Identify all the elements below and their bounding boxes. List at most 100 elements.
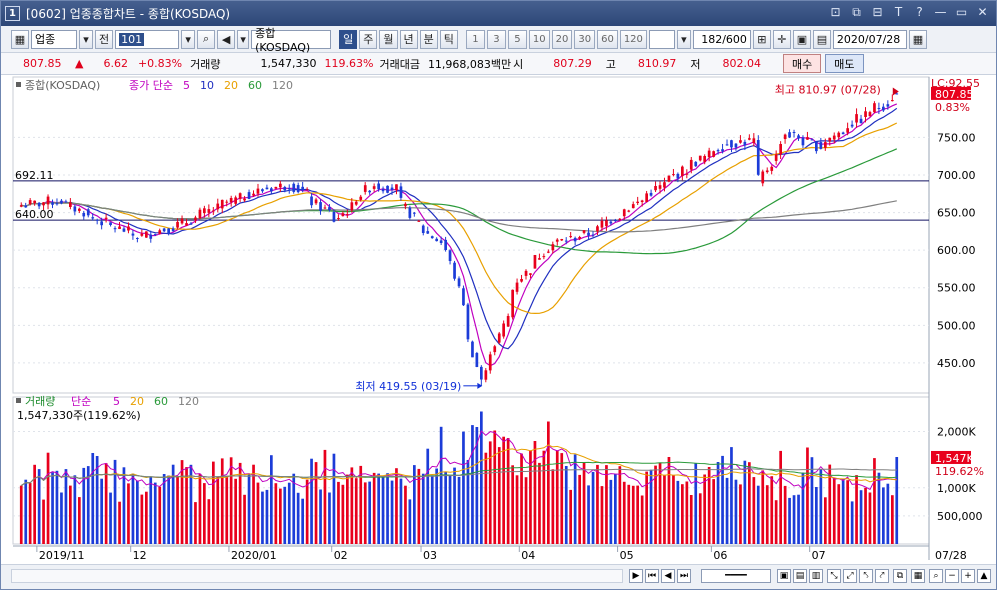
volume-bar xyxy=(194,502,197,544)
zoom-in-icon[interactable]: + xyxy=(961,569,975,583)
candle-body xyxy=(672,174,675,176)
interval-30-button[interactable]: 30 xyxy=(574,29,596,49)
volume-bar xyxy=(497,447,501,544)
candle-body xyxy=(520,279,523,282)
interval-custom-input[interactable] xyxy=(648,29,675,49)
save-icon[interactable]: ▣ xyxy=(792,29,811,49)
scroll-track[interactable] xyxy=(11,569,623,583)
candle-body xyxy=(707,150,711,158)
search-icon[interactable]: ⌕ xyxy=(197,29,216,49)
candle-body xyxy=(279,183,282,188)
scroll-next-icon[interactable]: ▶ xyxy=(629,569,643,583)
zoom-out-icon[interactable]: − xyxy=(945,569,959,583)
link-icon[interactable]: ⧉ xyxy=(852,5,861,19)
period-minute-tab[interactable]: 분 xyxy=(419,29,438,49)
candle-body xyxy=(444,239,447,250)
candle-body xyxy=(685,173,689,175)
volume-bar xyxy=(287,482,291,544)
tool-9-icon[interactable]: ▦ xyxy=(911,569,925,583)
period-tick-tab[interactable]: 틱 xyxy=(439,29,458,49)
tool-6-icon[interactable]: ⤣ xyxy=(859,569,873,583)
interval-20-button[interactable]: 20 xyxy=(551,29,573,49)
layout-icon[interactable]: ▦ xyxy=(11,29,29,49)
interval-1-button[interactable]: 1 xyxy=(465,29,485,49)
tool-2-icon[interactable]: ▤ xyxy=(793,569,807,583)
x-axis-label: 05 xyxy=(620,549,634,562)
tool-4-icon[interactable]: ⤡ xyxy=(827,569,841,583)
period-week-tab[interactable]: 주 xyxy=(359,29,378,49)
tool-8-icon[interactable]: ⧉ xyxy=(893,569,907,583)
volume-bar xyxy=(734,479,738,544)
candle-body xyxy=(104,217,108,219)
sell-button[interactable]: 매도 xyxy=(825,54,864,73)
candle-body xyxy=(287,188,291,190)
interval-5-button[interactable]: 5 xyxy=(507,29,527,49)
pin-icon[interactable]: ⊡ xyxy=(830,5,841,19)
candle-body xyxy=(86,209,90,216)
scroll-last-icon[interactable]: ⏭ xyxy=(677,569,691,583)
chart-canvas[interactable]: 750.00 700.00 650.00 600.00 550.00 500.00 450.… xyxy=(1,75,996,564)
volume-bar xyxy=(408,499,412,544)
candle-body xyxy=(292,183,296,192)
candle-body xyxy=(716,150,720,152)
calendar-icon[interactable]: ▦ xyxy=(908,29,927,49)
candle-body xyxy=(413,212,416,214)
interval-3-button[interactable]: 3 xyxy=(486,29,506,49)
speaker-dropdown-icon[interactable]: ▾ xyxy=(237,29,250,49)
code-input[interactable]: 101 xyxy=(115,29,180,49)
maximize-icon[interactable]: ▭ xyxy=(955,5,968,19)
scroll-prev-icon[interactable]: ◀ xyxy=(661,569,675,583)
tool-7-icon[interactable]: ⤤ xyxy=(875,569,889,583)
interval-dropdown-icon[interactable]: ▾ xyxy=(676,29,691,49)
tool-5-icon[interactable]: ⤢ xyxy=(843,569,857,583)
code-dropdown-icon[interactable]: ▾ xyxy=(181,29,196,49)
period-month-tab[interactable]: 월 xyxy=(379,29,398,49)
count-input[interactable]: 182/600 xyxy=(692,29,751,49)
buy-button[interactable]: 매수 xyxy=(783,54,822,73)
price-axis-label: 500.00 xyxy=(937,319,976,332)
screen-icon[interactable]: ⊟ xyxy=(872,5,883,19)
volume-bar xyxy=(363,482,367,544)
volume-bar xyxy=(716,462,720,544)
market-select[interactable]: 업종 xyxy=(31,29,77,49)
candle-body xyxy=(846,128,849,133)
volume-bar xyxy=(462,431,465,544)
print-icon[interactable]: ▤ xyxy=(812,29,831,49)
candle-body xyxy=(243,198,246,201)
candle-body xyxy=(587,232,590,236)
interval-60-button[interactable]: 60 xyxy=(597,29,618,49)
candle-body xyxy=(471,341,474,358)
speaker-icon[interactable]: ◀ xyxy=(217,29,236,49)
tool-3-icon[interactable]: ▥ xyxy=(809,569,823,583)
zoom-slider[interactable]: ━━━━ xyxy=(701,569,771,583)
scroll-bar[interactable]: ▶ ⏮ ◀ ⏭ ━━━━ ▣ ▤ ▥ ⤡ ⤢ ⤣ ⤤ ⧉ ▦ ⌕ − + ▲ xyxy=(1,564,996,589)
market-dropdown-icon[interactable]: ▾ xyxy=(79,29,93,49)
tool-1-icon[interactable]: ▣ xyxy=(777,569,791,583)
volume-bar xyxy=(435,468,438,544)
period-year-tab[interactable]: 년 xyxy=(399,29,418,49)
quote-amount: 11,968,083백만 xyxy=(427,57,512,71)
scroll-first-icon[interactable]: ⏮ xyxy=(645,569,659,583)
volume-bar xyxy=(100,478,103,544)
candle-body xyxy=(466,304,470,340)
volume-bar xyxy=(631,485,635,544)
candle-body xyxy=(319,202,322,211)
period-day-tab[interactable]: 일 xyxy=(339,29,358,49)
volume-bar xyxy=(185,467,188,544)
font-icon[interactable]: T xyxy=(894,5,903,19)
prev-button[interactable]: 전 xyxy=(95,29,114,49)
volume-legend-ma: 단순 xyxy=(71,395,91,408)
date-input[interactable]: 2020/07/28 xyxy=(832,29,907,49)
minimize-icon[interactable]: — xyxy=(934,5,947,19)
zoom-icon[interactable]: ⌕ xyxy=(929,569,943,583)
candle-body xyxy=(363,185,367,192)
volume-bar xyxy=(131,473,135,544)
volume-bar xyxy=(189,464,193,544)
interval-10-button[interactable]: 10 xyxy=(528,29,550,49)
interval-120-button[interactable]: 120 xyxy=(619,29,647,49)
close-icon[interactable]: ✕ xyxy=(977,5,988,19)
candle-type-icon[interactable]: ⊞ xyxy=(752,29,771,49)
scroll-up-icon[interactable]: ▲ xyxy=(977,569,991,583)
help-icon[interactable]: ? xyxy=(916,5,923,19)
crosshair-icon[interactable]: ✛ xyxy=(772,29,791,49)
